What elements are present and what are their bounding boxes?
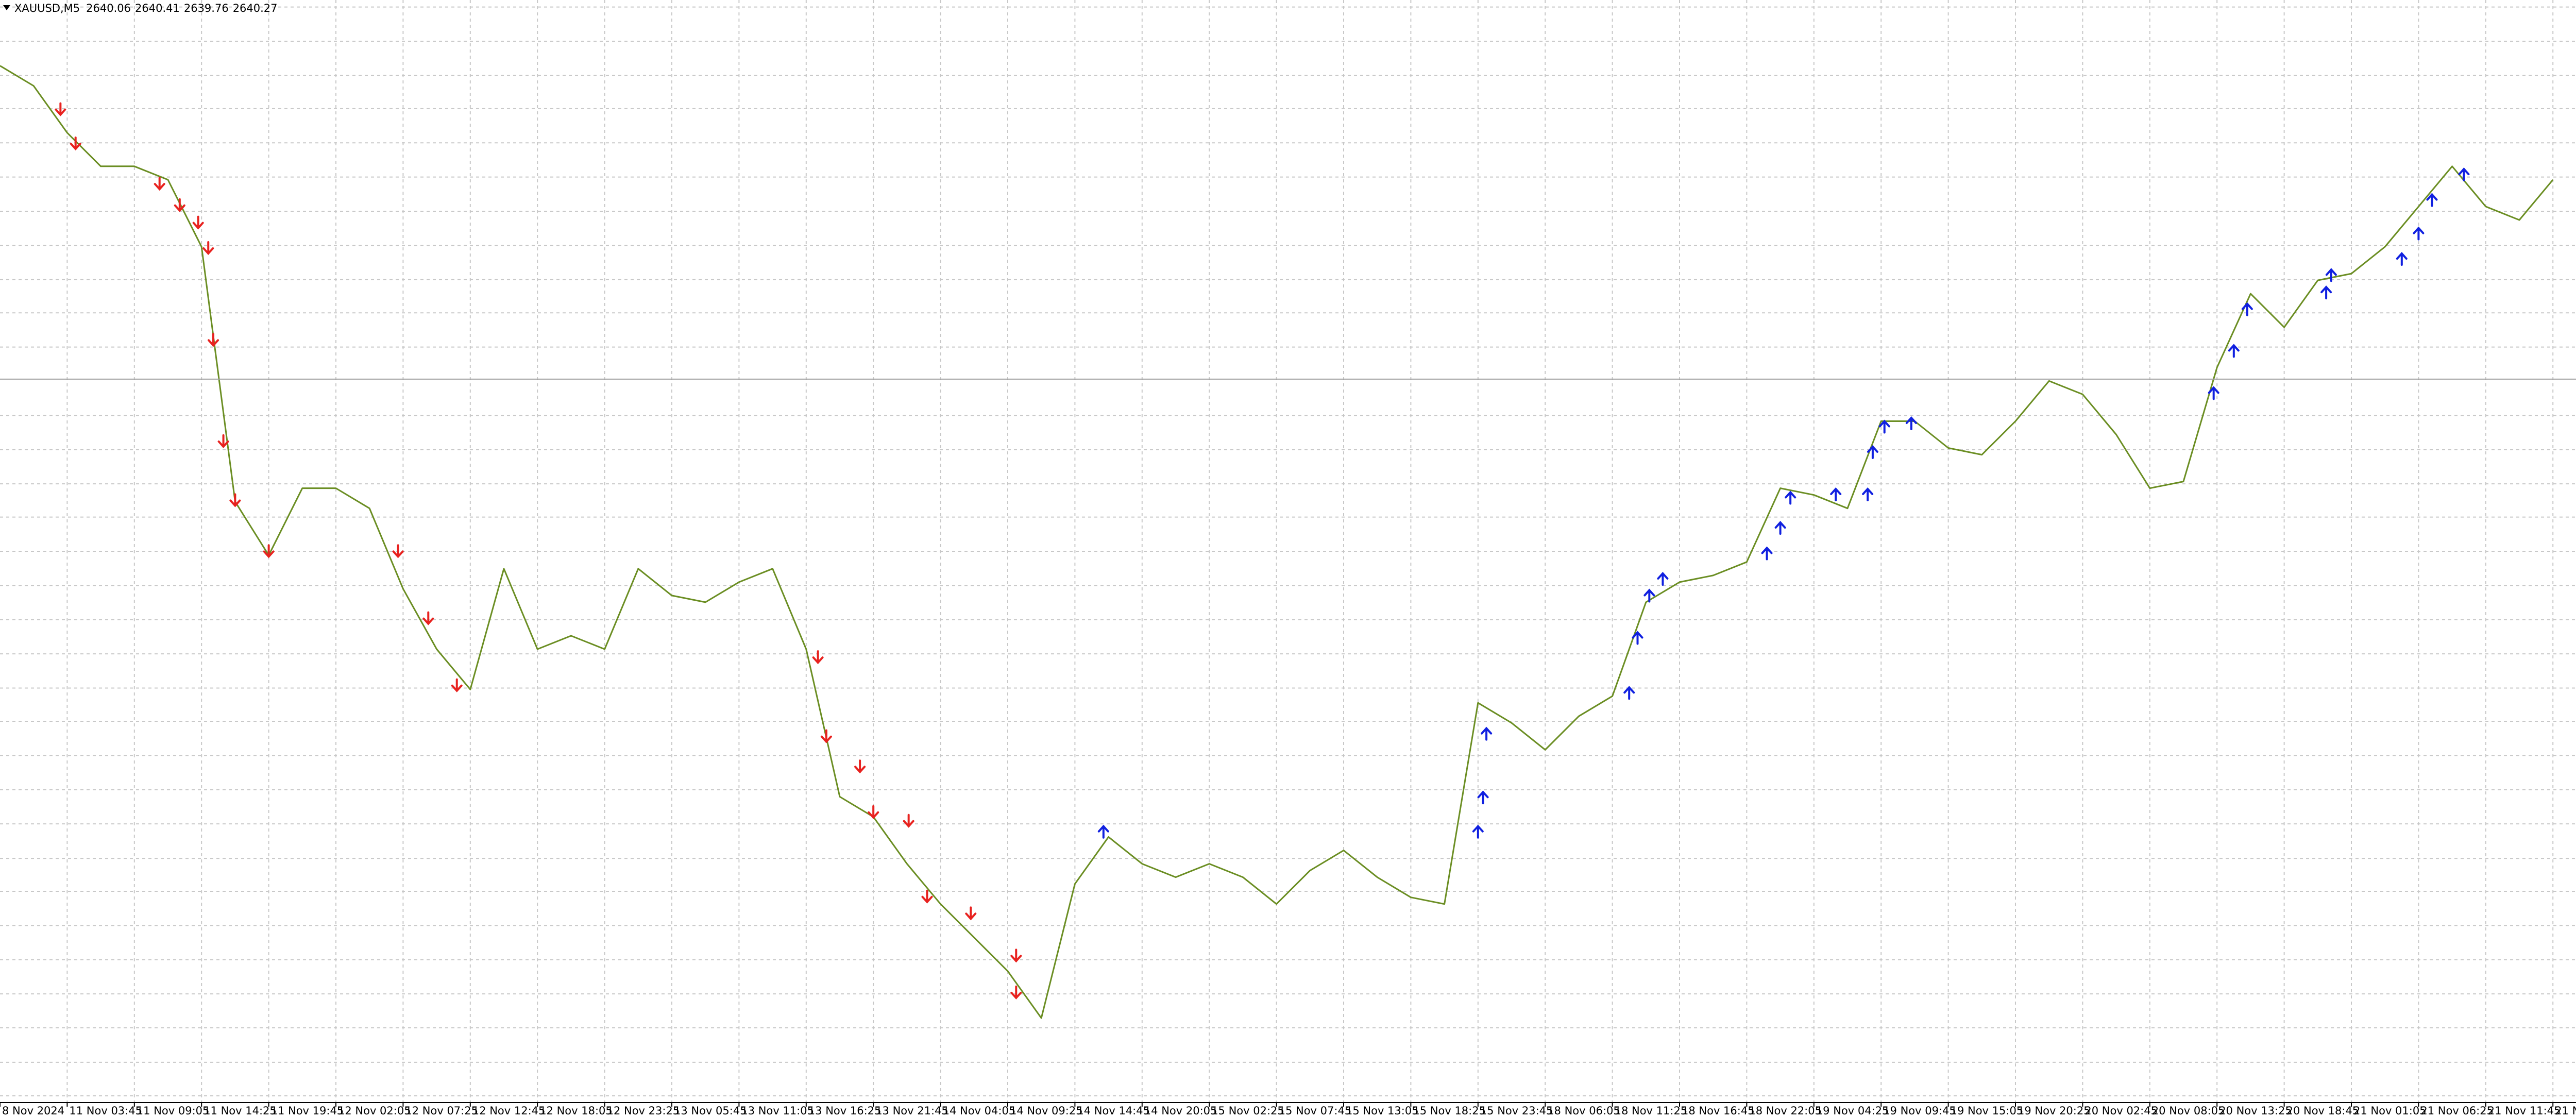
x-tick-label: 11 Nov 14:25: [204, 1105, 277, 1117]
x-tick-label: 21 Nov 11:45: [2488, 1105, 2561, 1117]
x-tick-label: 12 Nov 23:25: [607, 1105, 680, 1117]
sell-arrow: [208, 333, 219, 347]
chart-header: XAUUSD,M5 2640.06 2640.41 2639.76 2640.27: [14, 2, 278, 14]
sell-arrow: [451, 678, 463, 692]
x-tick-label: 20 Nov 13:25: [2219, 1105, 2292, 1117]
x-tick-label: 19 Nov 09:45: [1883, 1105, 1956, 1117]
x-tick-label: 13 Nov 21:45: [875, 1105, 948, 1117]
sell-arrow: [263, 544, 275, 558]
x-tick-label: 18 Nov 06:05: [1547, 1105, 1620, 1117]
buy-arrow: [1774, 521, 1786, 535]
x-tick-label: 21 Nov 06:25: [2420, 1105, 2494, 1117]
plot: [0, 65, 2554, 1019]
x-tick-label: 12 Nov 12:45: [472, 1105, 546, 1117]
buy-arrow: [1481, 726, 1493, 741]
sell-arrow: [1010, 948, 1022, 963]
buy-arrow: [1623, 686, 1635, 700]
x-tick-label: 18 Nov 16:45: [1682, 1105, 1755, 1117]
buy-arrow: [2325, 268, 2337, 282]
buy-arrow: [1830, 487, 1842, 501]
buy-arrow: [1867, 445, 1878, 459]
buy-arrow: [1472, 824, 1484, 839]
close: 2640.27: [233, 2, 278, 14]
x-tick-label: 13 Nov 16:25: [808, 1105, 882, 1117]
x-tick-label: 15 Nov 18:25: [1413, 1105, 1486, 1117]
x-tick-label: 11 Nov 19:45: [271, 1105, 344, 1117]
symbol: XAUUSD,M5: [14, 2, 80, 14]
buy-arrow: [1785, 490, 1797, 505]
sell-arrow: [921, 889, 933, 904]
open: 2640.06: [86, 2, 131, 14]
buy-arrow: [2458, 167, 2470, 182]
x-tick-label: 21 Nov 01:05: [2353, 1105, 2427, 1117]
x-tick-label: 20 Nov 18:45: [2286, 1105, 2360, 1117]
sell-arrow: [868, 805, 879, 819]
x-tick-label: 14 Nov 04:05: [943, 1105, 1016, 1117]
sell-arrow: [154, 177, 165, 191]
sell-arrow: [965, 906, 977, 921]
buy-arrow: [1643, 588, 1655, 603]
x-tick-label: 12 Nov 18:05: [539, 1105, 613, 1117]
buy-arrow: [2228, 344, 2240, 358]
sell-arrow: [174, 198, 185, 212]
high: 2640.41: [135, 2, 180, 14]
x-tick-label: 18 Nov 22:05: [1749, 1105, 1822, 1117]
buy-arrow: [2396, 252, 2408, 266]
x-tick-label: 15 Nov 02:25: [1211, 1105, 1284, 1117]
sell-arrow: [229, 493, 241, 507]
sell-arrow: [70, 136, 81, 150]
low: 2639.76: [184, 2, 229, 14]
x-tick-label: 13 Nov 11:05: [741, 1105, 814, 1117]
buy-arrow: [1477, 790, 1489, 805]
x-tick-label: 19 Nov 20:25: [2018, 1105, 2091, 1117]
sell-arrow: [854, 759, 866, 774]
x-tick-label: 20 Nov 02:45: [2084, 1105, 2158, 1117]
sell-arrow: [903, 814, 914, 828]
buy-arrow: [1657, 571, 1669, 586]
x-tick-label: 13 Nov 05:45: [674, 1105, 747, 1117]
buy-arrow: [1878, 419, 1890, 434]
x-tick-label: 8 Nov 2024: [2, 1105, 64, 1117]
x-tick-label: 12 Nov 07:25: [405, 1105, 478, 1117]
sell-arrow: [820, 729, 832, 743]
x-tick-label: 15 Nov 13:05: [1346, 1105, 1419, 1117]
buy-arrow: [1862, 487, 1874, 501]
x-tick-label: 20 Nov 08:05: [2152, 1105, 2225, 1117]
buy-arrow: [1905, 416, 1917, 430]
menu-triangle[interactable]: [3, 5, 10, 10]
sell-arrow: [1010, 985, 1022, 1000]
buy-arrow: [2320, 285, 2332, 300]
sell-arrow: [55, 102, 66, 116]
buy-arrow: [1097, 824, 1109, 839]
x-tick-label: 11 Nov 03:45: [69, 1105, 142, 1117]
buy-arrow: [1761, 546, 1773, 561]
sell-arrow: [202, 241, 214, 256]
x-tick-label: 15 Nov 23:45: [1480, 1105, 1553, 1117]
x-tick-label: 12 Nov 02:05: [338, 1105, 411, 1117]
sell-arrow: [422, 611, 434, 625]
sell-arrow: [392, 544, 404, 558]
sell-arrow: [217, 434, 229, 448]
buy-arrow: [1632, 631, 1643, 645]
buy-arrow: [2241, 302, 2253, 316]
x-tick-label: 14 Nov 20:05: [1144, 1105, 1217, 1117]
x-tick-label: 14 Nov 14:45: [1077, 1105, 1150, 1117]
x-tick-label: 15 Nov 07:45: [1279, 1105, 1352, 1117]
x-tick-label: 14 Nov 09:25: [1010, 1105, 1083, 1117]
buy-arrow: [2426, 193, 2438, 207]
x-tick-label: 19 Nov 15:05: [1951, 1105, 2024, 1117]
sell-arrow: [192, 215, 204, 230]
buy-arrow: [2208, 386, 2219, 400]
x-tick-label: 21 Nov 17:05: [2555, 1105, 2576, 1117]
x-tick-label: 11 Nov 09:05: [137, 1105, 210, 1117]
buy-arrow: [2413, 226, 2425, 241]
sell-arrow: [812, 650, 824, 665]
price-line: [0, 65, 2554, 1019]
x-tick-label: 18 Nov 11:25: [1615, 1105, 1688, 1117]
x-tick-label: 19 Nov 04:25: [1816, 1105, 1889, 1117]
